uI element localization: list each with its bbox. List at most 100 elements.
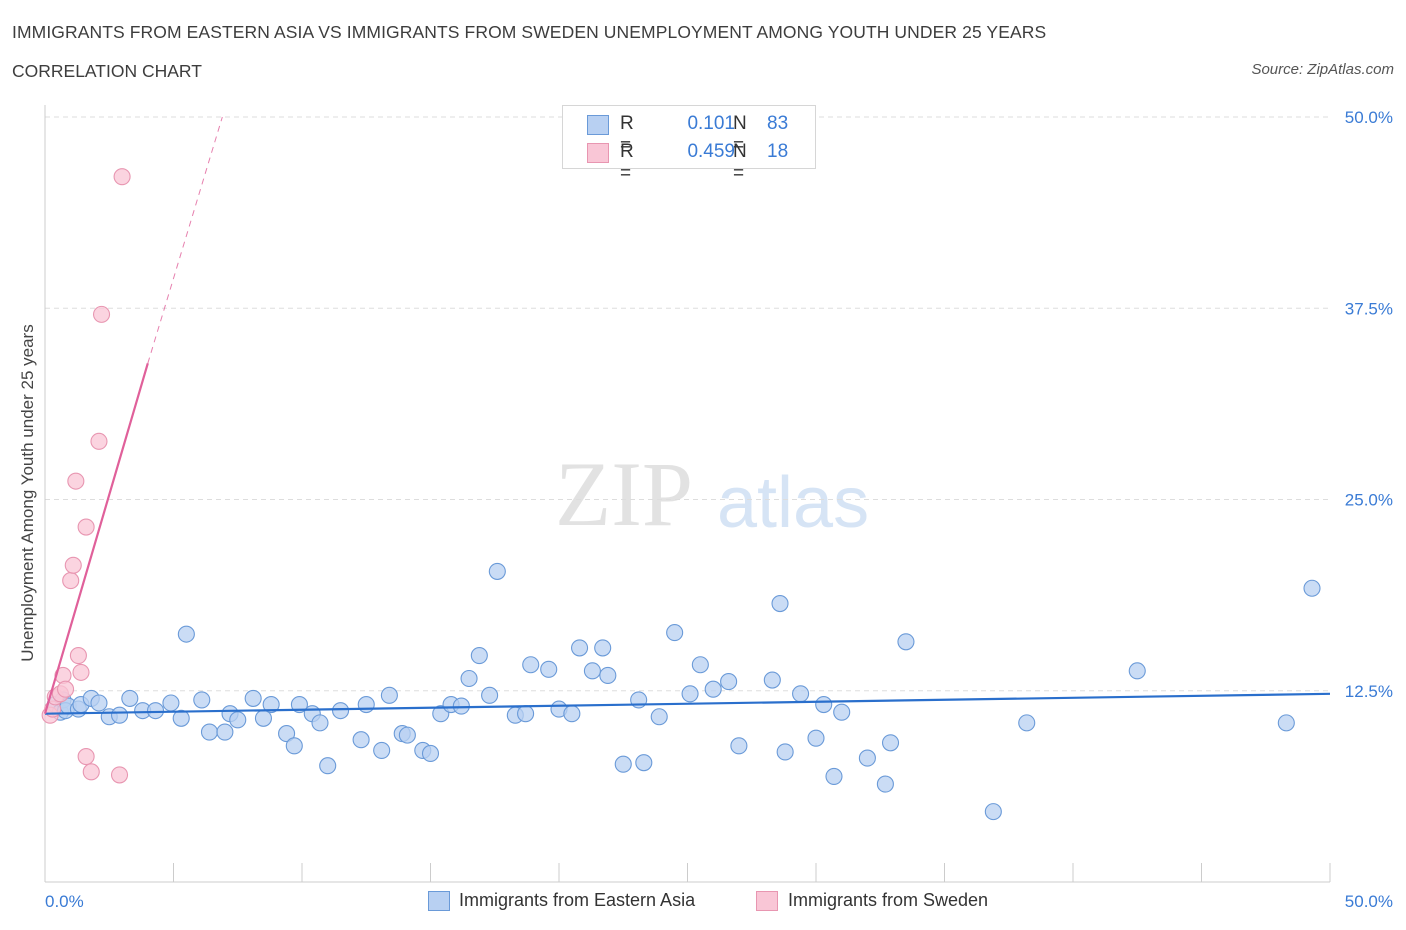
data-point-eastern-asia — [331, 702, 350, 720]
data-point-eastern-asia — [460, 669, 478, 688]
data-point-eastern-asia — [681, 685, 699, 703]
data-point-eastern-asia — [278, 725, 296, 743]
data-point-eastern-asia — [229, 711, 247, 729]
data-point-eastern-asia — [470, 647, 488, 665]
data-point-eastern-asia — [290, 695, 308, 714]
data-point-eastern-asia — [540, 660, 558, 678]
data-point-sweden — [67, 472, 85, 490]
chart-subtitle: CORRELATION CHART — [12, 61, 202, 81]
r-value: 0.459 — [687, 141, 735, 162]
data-point-eastern-asia — [1303, 579, 1321, 597]
data-point-eastern-asia — [216, 723, 234, 741]
data-point-eastern-asia — [481, 686, 499, 704]
r-label: R = — [620, 113, 634, 156]
data-point-sweden — [110, 766, 129, 784]
data-point-eastern-asia — [146, 702, 165, 720]
trend-extension-sweden — [147, 116, 223, 364]
data-point-eastern-asia — [357, 695, 375, 714]
chart-title: IMMIGRANTS FROM EASTERN ASIA VS IMMIGRAN… — [12, 22, 1047, 42]
data-point-eastern-asia — [771, 594, 789, 613]
data-point-eastern-asia — [373, 741, 391, 759]
data-point-eastern-asia — [522, 656, 540, 674]
data-point-eastern-asia — [897, 633, 915, 651]
data-point-eastern-asia — [172, 709, 190, 727]
x-tick-label: 0.0% — [45, 892, 84, 911]
data-point-eastern-asia — [421, 744, 440, 763]
data-point-sweden — [72, 663, 90, 681]
data-point-sweden — [77, 747, 95, 766]
data-point-eastern-asia — [876, 775, 894, 793]
data-point-sweden — [69, 647, 87, 665]
y-tick-label: 37.5% — [1345, 299, 1393, 318]
data-point-eastern-asia — [262, 695, 280, 714]
data-point-sweden — [57, 680, 75, 698]
trend-line-sweden — [43, 363, 149, 715]
data-point-eastern-asia — [352, 731, 370, 749]
data-point-eastern-asia — [666, 624, 684, 642]
data-point-eastern-asia — [833, 703, 851, 721]
n-value: 18 — [767, 141, 789, 162]
data-point-sweden — [82, 763, 100, 781]
n-label: N = — [733, 141, 747, 184]
y-tick-label: 25.0% — [1345, 491, 1393, 510]
data-point-eastern-asia — [720, 673, 738, 691]
data-point-sweden — [62, 572, 80, 590]
data-point-eastern-asia — [162, 694, 180, 712]
trend-line-eastern-asia — [44, 692, 1331, 715]
data-point-eastern-asia — [776, 743, 794, 761]
data-point-eastern-asia — [792, 685, 810, 703]
n-value: 83 — [767, 113, 789, 134]
data-point-eastern-asia — [614, 755, 632, 773]
data-point-eastern-asia — [319, 757, 337, 775]
data-point-eastern-asia — [815, 695, 833, 714]
data-point-eastern-asia — [193, 691, 211, 709]
data-point-eastern-asia — [984, 803, 1002, 821]
y-tick-label: 50.0% — [1345, 108, 1393, 127]
data-point-eastern-asia — [90, 694, 108, 712]
data-point-sweden — [113, 168, 131, 186]
data-point-eastern-asia — [635, 754, 653, 772]
data-point-eastern-asia — [825, 767, 843, 785]
data-point-eastern-asia — [488, 562, 506, 580]
data-point-eastern-asia — [650, 708, 668, 726]
data-point-eastern-asia — [881, 734, 900, 752]
r-value: 0.101 — [687, 113, 735, 134]
data-point-eastern-asia — [1018, 714, 1036, 732]
data-point-eastern-asia — [858, 749, 876, 767]
correlation-legend: R = 0.101 N = 83 R = 0.459 N = 18 — [562, 105, 816, 184]
data-point-eastern-asia — [398, 726, 416, 744]
data-point-eastern-asia — [177, 625, 195, 643]
legend-label: Immigrants from Eastern Asia — [459, 890, 696, 910]
data-point-eastern-asia — [691, 656, 709, 674]
data-point-eastern-asia — [121, 689, 139, 707]
data-point-eastern-asia — [599, 666, 617, 685]
data-point-sweden — [92, 305, 111, 323]
data-point-eastern-asia — [110, 706, 129, 724]
data-point-eastern-asia — [583, 662, 601, 680]
data-point-eastern-asia — [571, 639, 589, 657]
n-label: N = — [733, 113, 747, 156]
data-point-eastern-asia — [730, 737, 748, 755]
source-credit: Source: ZipAtlas.com — [1251, 61, 1394, 78]
data-point-eastern-asia — [285, 737, 303, 755]
data-point-eastern-asia — [807, 729, 825, 747]
data-point-sweden — [90, 432, 108, 450]
data-point-eastern-asia — [763, 671, 781, 689]
data-point-eastern-asia — [380, 686, 398, 704]
data-point-eastern-asia — [1128, 662, 1146, 680]
pink-swatch — [587, 143, 609, 163]
x-tick-label: 50.0% — [1345, 892, 1393, 911]
data-point-eastern-asia — [1277, 714, 1295, 732]
data-point-eastern-asia — [200, 723, 219, 741]
pink-swatch — [756, 891, 778, 911]
watermark-zip: ZIP — [555, 443, 693, 545]
data-point-eastern-asia — [563, 705, 581, 723]
data-point-sweden — [77, 518, 95, 536]
blue-swatch — [428, 891, 450, 911]
data-point-eastern-asia — [244, 689, 262, 707]
r-label: R = — [620, 141, 634, 184]
y-tick-label: 12.5% — [1345, 682, 1393, 701]
legend-label: Immigrants from Sweden — [788, 890, 989, 910]
data-point-eastern-asia — [594, 639, 612, 657]
